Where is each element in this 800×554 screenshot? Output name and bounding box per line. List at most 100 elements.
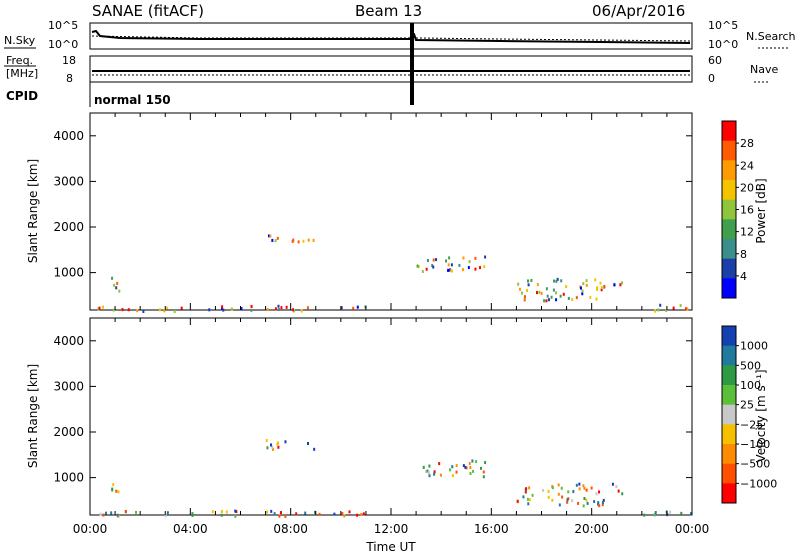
power-ytick-label: 2000 bbox=[53, 220, 84, 234]
velocity-echo-cell bbox=[560, 486, 563, 490]
velocity-echo-cell bbox=[116, 513, 119, 517]
velocity-echo-cell bbox=[102, 513, 105, 517]
power-echo-cell bbox=[458, 263, 461, 267]
velocity-echo-cell bbox=[266, 510, 269, 514]
velocity-echo-cell bbox=[279, 511, 282, 515]
velocity-echo-cell bbox=[284, 514, 287, 518]
velocity-echo-cell bbox=[482, 470, 485, 474]
velocity-echo-cell bbox=[439, 473, 442, 477]
power-echo-cell bbox=[474, 256, 477, 260]
velocity-echo-cell bbox=[575, 483, 578, 487]
velocity-echo-cell bbox=[433, 470, 436, 474]
velocity-echo-cell bbox=[284, 440, 287, 444]
velocity-echo-cell bbox=[597, 502, 600, 506]
power-echo-cell bbox=[589, 295, 592, 299]
velocity-echo-cell bbox=[220, 513, 223, 517]
power-colorbar-label: Power [dB] bbox=[754, 178, 768, 243]
power-echo-cell bbox=[432, 265, 435, 269]
velocity-echo-cell bbox=[528, 486, 531, 490]
power-colorbar-segment bbox=[722, 140, 736, 161]
velocity-colorbar-segment bbox=[722, 345, 736, 366]
velocity-echo-cell bbox=[278, 514, 281, 518]
velocity-echo-cell bbox=[105, 511, 108, 515]
velocity-colorbar-segment bbox=[722, 444, 736, 465]
velocity-echo-cell bbox=[451, 474, 454, 478]
velocity-echo-cell bbox=[318, 512, 321, 516]
velocity-echo-cell bbox=[455, 464, 458, 468]
power-echo-cell bbox=[547, 298, 550, 302]
nsky-tick-top: 10^5 bbox=[48, 19, 78, 32]
velocity-echo-cell bbox=[598, 504, 601, 508]
velocity-echo-cell bbox=[438, 462, 441, 466]
velocity-echo-cell bbox=[524, 490, 527, 494]
power-y-axis-label: Slant Range [km] bbox=[26, 159, 40, 263]
station-title: SANAE (fitACF) bbox=[92, 2, 204, 20]
velocity-echo-cell bbox=[547, 495, 550, 499]
velocity-echo-cell bbox=[472, 469, 475, 473]
power-echo-cell bbox=[292, 308, 295, 312]
power-echo-cell bbox=[277, 308, 280, 312]
power-colorbar-tick-label: 8 bbox=[740, 248, 747, 261]
velocity-echo-cell bbox=[585, 488, 588, 492]
power-echo-cell bbox=[553, 279, 556, 283]
velocity-echo-cell bbox=[558, 503, 561, 507]
velocity-echo-cell bbox=[271, 447, 274, 451]
power-echo-cell bbox=[540, 291, 543, 295]
velocity-colorbar-segment bbox=[722, 404, 736, 425]
nsearch-label: N.Search bbox=[746, 30, 796, 43]
velocity-echo-cell bbox=[356, 513, 359, 517]
power-echo-cell bbox=[527, 283, 530, 287]
power-echo-cell bbox=[467, 266, 470, 270]
power-echo-cell bbox=[520, 291, 523, 295]
velocity-colorbar-tick-label: 25 bbox=[740, 399, 754, 412]
power-echo-cell bbox=[416, 264, 419, 268]
power-colorbar-tick-label: 20 bbox=[740, 181, 754, 194]
velocity-colorbar-segment bbox=[722, 424, 736, 445]
velocity-echo-cell bbox=[475, 460, 478, 464]
power-echo-cell bbox=[173, 309, 176, 313]
velocity-echo-cell bbox=[271, 445, 274, 449]
data-gap-marker bbox=[410, 23, 414, 105]
freq-strip-frame bbox=[89, 55, 693, 83]
cpid-label: CPID bbox=[6, 89, 38, 103]
velocity-echo-cell bbox=[333, 512, 336, 516]
velocity-colorbar-frame bbox=[721, 325, 737, 504]
power-echo-cell bbox=[657, 308, 660, 312]
velocity-colorbar-tick-label: −25 bbox=[740, 418, 763, 431]
nsearch-tick-bottom: 10^0 bbox=[708, 38, 738, 51]
power-echo-cell bbox=[431, 264, 434, 268]
power-echo-cell bbox=[686, 307, 689, 311]
power-colorbar-segment bbox=[722, 278, 736, 299]
power-colorbar-segment bbox=[722, 239, 736, 260]
power-echo-cell bbox=[579, 286, 582, 290]
power-echo-cell bbox=[468, 260, 471, 264]
power-colorbar-tick-label: 12 bbox=[740, 226, 754, 239]
power-echo-cell bbox=[291, 239, 294, 243]
power-echo-cell bbox=[559, 294, 562, 298]
velocity-echo-cell bbox=[479, 466, 482, 470]
power-echo-cell bbox=[112, 308, 115, 312]
velocity-echo-cell bbox=[583, 496, 586, 500]
power-ytick-label: 4000 bbox=[53, 129, 84, 143]
power-echo-cell bbox=[142, 309, 145, 313]
velocity-xtick-label: 16:00 bbox=[474, 522, 509, 536]
power-colorbar: 28 24 20 16 12 8 4 bbox=[721, 120, 754, 299]
velocity-echo-cell bbox=[583, 486, 586, 490]
power-echo-cell bbox=[581, 292, 584, 296]
power-echo-cell bbox=[432, 258, 435, 262]
power-echo-cell bbox=[240, 307, 243, 311]
velocity-echo-cell bbox=[117, 490, 120, 494]
power-echo-cell bbox=[603, 284, 606, 288]
velocity-y-ticks: 4000 3000 2000 1000 bbox=[53, 334, 692, 485]
power-echo-cell bbox=[285, 305, 288, 309]
power-echo-cell bbox=[665, 309, 668, 313]
velocity-echo-cell bbox=[115, 489, 118, 493]
velocity-colorbar-tick-label: −500 bbox=[740, 458, 770, 471]
power-echo-cell bbox=[98, 306, 101, 310]
velocity-echo-cell bbox=[528, 498, 531, 502]
power-echo-cell bbox=[546, 294, 549, 298]
freq-tick-bottom: 8 bbox=[66, 72, 73, 85]
velocity-echo-cell bbox=[531, 493, 534, 497]
power-echo-cell bbox=[127, 308, 130, 312]
